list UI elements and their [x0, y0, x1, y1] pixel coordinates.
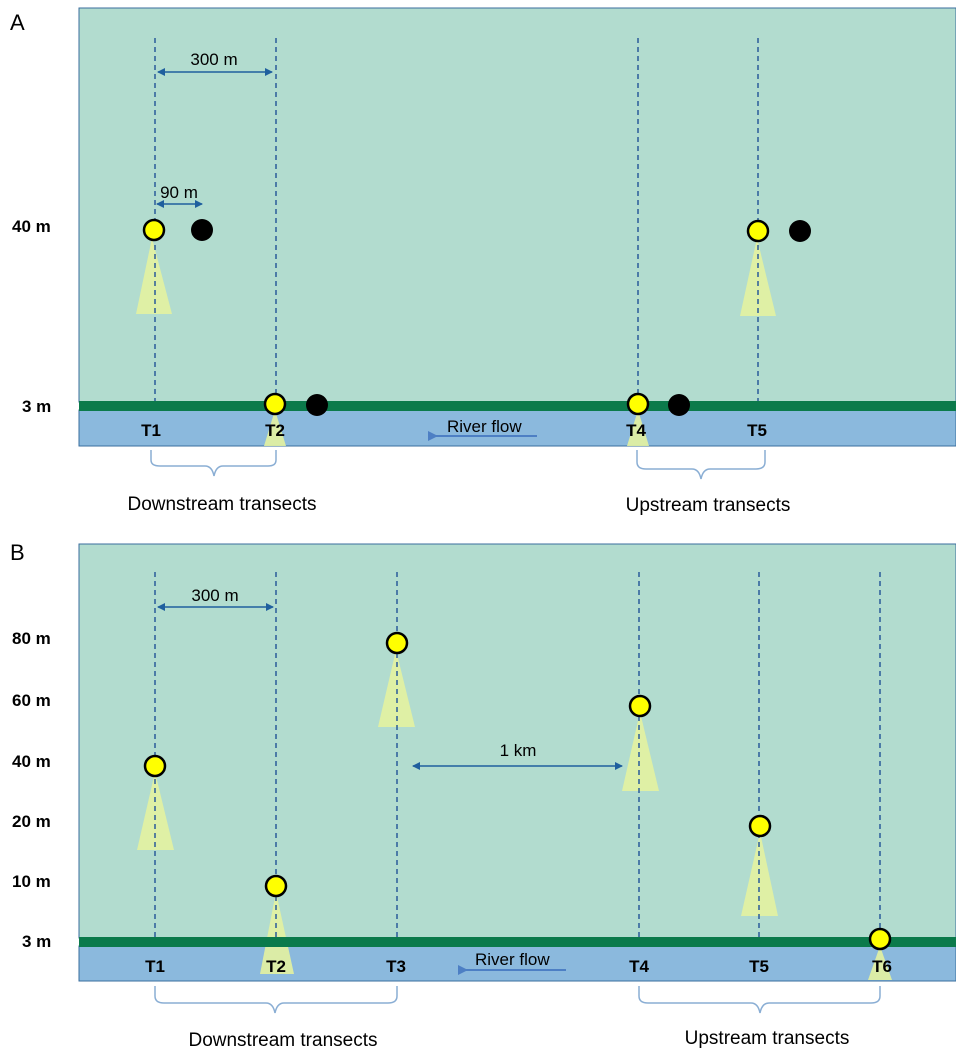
distance-label-300m: 300 m: [191, 586, 238, 605]
panel-b: B 300 m 1 km 80 m 60 m 40 m: [10, 540, 956, 1051]
transect-label-t3: T3: [386, 957, 406, 976]
panel-a-river: [78, 409, 956, 447]
downstream-brace: [150, 450, 277, 477]
panel-a: A 300 m 90 m 40 m 3 m T1 T2: [10, 7, 956, 516]
transect-label-t1: T1: [145, 957, 165, 976]
transect-label-t2: T2: [266, 957, 286, 976]
transect-label-t4: T4: [626, 421, 646, 440]
distance-label-300m: 300 m: [190, 50, 237, 69]
downstream-group-label: Downstream transects: [127, 494, 316, 515]
detector-icon: [264, 874, 288, 898]
upstream-brace: [636, 450, 766, 480]
speaker-icon: [306, 394, 328, 416]
y-label-80m: 80 m: [12, 629, 51, 648]
panel-b-letter: B: [10, 540, 25, 565]
speaker-icon: [191, 219, 213, 241]
detector-icon: [868, 927, 892, 951]
y-label-60m: 60 m: [12, 691, 51, 710]
detector-beam: [136, 238, 172, 314]
detector-icon: [263, 392, 287, 416]
detector-icon: [746, 219, 770, 243]
distance-label-90m: 90 m: [160, 183, 198, 202]
detector-icon: [748, 814, 772, 838]
panel-a-riverbank: [79, 401, 956, 411]
river-flow-label: River flow: [447, 417, 522, 436]
transect-label-t4: T4: [629, 957, 649, 976]
y-label-10m: 10 m: [12, 872, 51, 891]
upstream-group-label: Upstream transects: [626, 495, 791, 516]
transect-label-t2: T2: [265, 421, 285, 440]
detector-beam: [260, 892, 294, 974]
detector-icon: [626, 392, 650, 416]
detector-icon: [142, 218, 166, 242]
transect-label-t6: T6: [872, 957, 892, 976]
distance-label-1km: 1 km: [500, 741, 537, 760]
speaker-icon: [668, 394, 690, 416]
detector-icon: [385, 631, 409, 655]
detector-beam: [622, 712, 659, 791]
detector-beam: [378, 650, 415, 727]
detector-beam: [264, 410, 286, 446]
panel-b-riverbank: [79, 937, 956, 947]
y-label-20m: 20 m: [12, 812, 51, 831]
panel-a-letter: A: [10, 10, 25, 35]
upstream-group-label: Upstream transects: [685, 1028, 850, 1049]
detector-icon: [143, 754, 167, 778]
upstream-brace: [638, 986, 881, 1014]
transect-label-t5: T5: [747, 421, 767, 440]
detector-beam: [627, 410, 649, 446]
speaker-icon: [789, 220, 811, 242]
downstream-brace: [154, 986, 398, 1014]
downstream-group-label: Downstream transects: [188, 1030, 377, 1051]
y-label-40m: 40 m: [12, 752, 51, 771]
panel-b-river: [78, 945, 956, 982]
river-flow-label: River flow: [475, 950, 550, 969]
detector-icon: [628, 694, 652, 718]
y-label-3m: 3 m: [22, 397, 51, 416]
transect-label-t1: T1: [141, 421, 161, 440]
detector-beam: [868, 946, 892, 980]
y-label-3m: 3 m: [22, 932, 51, 951]
transect-label-t5: T5: [749, 957, 769, 976]
y-label-40m: 40 m: [12, 217, 51, 236]
